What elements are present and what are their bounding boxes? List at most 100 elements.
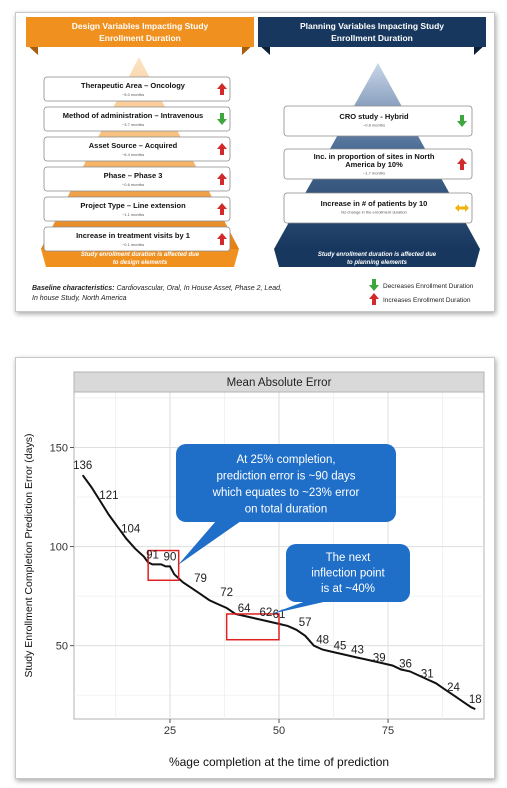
callout-text: is at ~40% — [321, 583, 375, 595]
design-item-title: Therapeutic Area – Oncology — [81, 81, 186, 90]
design-item-box — [43, 136, 231, 162]
design-item-box — [43, 76, 231, 102]
highlight-box — [225, 613, 280, 641]
planning-item-value: No change in the enrollment duration — [341, 210, 407, 215]
design-item-box — [43, 166, 231, 192]
infographic-svg: Design Variables Impacting Study Enrollm… — [26, 17, 486, 305]
point-label: 64 — [238, 603, 251, 615]
planning-item-box — [283, 105, 473, 137]
design-item-title: Increase in treatment visits by 1 — [76, 231, 190, 240]
planning-item: CRO study - Hybrid ~0.8 months — [283, 105, 473, 137]
point-label: 45 — [334, 641, 347, 653]
mae-chart-panel: Mean Absolute Error 25 50 75 50 100 150 136 12… — [15, 357, 495, 779]
point-label: 18 — [469, 694, 482, 706]
legend-increase-icon — [369, 293, 379, 305]
design-item: Asset Source – Acquired ~6.4 months — [43, 136, 231, 162]
design-item-title: Phase – Phase 3 — [104, 171, 163, 180]
design-item-box — [43, 196, 231, 222]
design-item-box — [43, 226, 231, 252]
planning-item-title: America by 10% — [345, 160, 403, 169]
legend-decrease-label: Decreases Enrollment Duration — [383, 283, 474, 290]
x-tick-label: 25 — [164, 725, 176, 737]
point-label: 79 — [194, 573, 207, 585]
planning-item: Increase in # of patients by 10 No change… — [283, 192, 473, 224]
planning-footer-line1: Study enrollment duration is affected du… — [318, 252, 437, 258]
y-tick-label: 50 — [56, 641, 68, 653]
design-header-line2: Enrollment Duration — [99, 33, 181, 43]
baseline-label: Baseline characteristics: — [32, 285, 115, 292]
design-item-title: Method of administration – Intravenous — [63, 111, 203, 120]
design-item: Increase in treatment visits by 1 ~0.1 mo… — [43, 226, 231, 252]
planning-pyramid-base — [274, 249, 480, 267]
planning-item-title: CRO study - Hybrid — [339, 112, 409, 121]
chart-title: Mean Absolute Error — [227, 377, 332, 389]
callout-box — [176, 444, 396, 522]
design-item-title: Project Type – Line extension — [80, 201, 186, 210]
x-axis-label: %age completion at the time of predictio… — [169, 755, 389, 769]
callout: At 25% completion, prediction error is ~9… — [176, 444, 396, 565]
design-item-value: ~6.4 months — [122, 152, 144, 157]
legend-increase-label: Increases Enrollment Duration — [383, 297, 471, 304]
point-label: 61 — [273, 609, 286, 621]
callout-text: prediction error is ~90 days — [216, 471, 355, 483]
point-label: 57 — [299, 617, 312, 629]
design-item-value: ~1.1 months — [122, 212, 144, 217]
design-item-box — [43, 106, 231, 132]
baseline-text-line2: In house Study, North America — [32, 295, 127, 302]
design-variable-list: Therapeutic Area – Oncology ~5.0 months Me… — [43, 76, 231, 252]
callouts: At 25% completion, prediction error is ~9… — [176, 444, 410, 614]
callout-text: The next — [326, 552, 372, 564]
point-label: 31 — [421, 668, 434, 680]
design-header-banner: Design Variables Impacting Study Enrollm… — [26, 17, 254, 55]
planning-header-line2: Enrollment Duration — [331, 33, 413, 43]
point-label: 136 — [73, 460, 92, 472]
x-tick-label: 50 — [273, 725, 285, 737]
point-label: 62 — [260, 607, 273, 619]
design-item-value: ~0.1 months — [122, 242, 144, 247]
planning-header-line1: Planning Variables Impacting Study — [300, 21, 444, 31]
callout-text: on total duration — [245, 504, 327, 516]
point-label: 24 — [447, 682, 460, 694]
callout-tail — [271, 601, 328, 614]
planning-item-title: Increase in # of patients by 10 — [321, 199, 428, 208]
callout-text: which equates to ~23% error — [212, 487, 360, 499]
planning-variable-list: CRO study - Hybrid ~0.8 months Inc. in pro… — [283, 105, 473, 224]
planning-item-box — [283, 192, 473, 224]
point-labels: 136 121 104 91 90 79 72 64 62 61 57 48 45 43 39 36 31 24 1… — [73, 460, 482, 706]
callout-tail — [178, 521, 241, 565]
design-item: Method of administration – Intravenous ~3… — [43, 106, 231, 132]
point-label: 121 — [99, 490, 118, 502]
planning-item-title: Inc. in proportion of sites in North — [314, 152, 435, 161]
planning-item: Inc. in proportion of sites in NorthAmer… — [283, 148, 473, 180]
point-label: 36 — [399, 658, 412, 670]
point-label: 43 — [351, 645, 364, 657]
callout-text: At 25% completion, — [236, 454, 335, 466]
design-item: Phase – Phase 3 ~0.6 months — [43, 166, 231, 192]
legend-decrease-icon — [369, 279, 379, 291]
design-item-title: Asset Source – Acquired — [89, 141, 178, 150]
planning-item-value: ~0.8 months — [363, 123, 385, 128]
chart-axes: 25 50 75 50 100 150 — [50, 442, 395, 737]
callout-text: inflection point — [311, 568, 385, 580]
point-label: 48 — [316, 635, 329, 647]
point-label: 91 — [146, 549, 159, 561]
design-item-value: ~0.6 months — [122, 182, 144, 187]
chart-title-strip — [73, 371, 485, 393]
callout-box — [286, 544, 410, 602]
design-item-value: ~5.0 months — [122, 92, 144, 97]
design-footer-line2: to design elements — [113, 260, 168, 266]
highlight-boxes — [147, 549, 280, 641]
arrow-legend: Decreases Enrollment Duration Increases … — [369, 279, 474, 305]
point-label: 90 — [164, 551, 177, 563]
design-item: Project Type – Line extension ~1.1 months — [43, 196, 231, 222]
y-tick-label: 100 — [50, 542, 68, 554]
baseline-values: Cardiovascular, Oral, In House Asset, Ph… — [115, 285, 282, 292]
planning-item-value: ~1.7 months — [363, 171, 385, 176]
planning-header-banner: Planning Variables Impacting Study Enrol… — [258, 17, 486, 55]
point-label: 104 — [121, 524, 141, 536]
design-header-line1: Design Variables Impacting Study — [72, 21, 209, 31]
point-label: 39 — [373, 652, 386, 664]
design-planning-infographic: Design Variables Impacting Study Enrollm… — [15, 12, 495, 312]
planning-footer-line2: to planning elements — [347, 260, 408, 266]
x-tick-label: 75 — [382, 725, 394, 737]
